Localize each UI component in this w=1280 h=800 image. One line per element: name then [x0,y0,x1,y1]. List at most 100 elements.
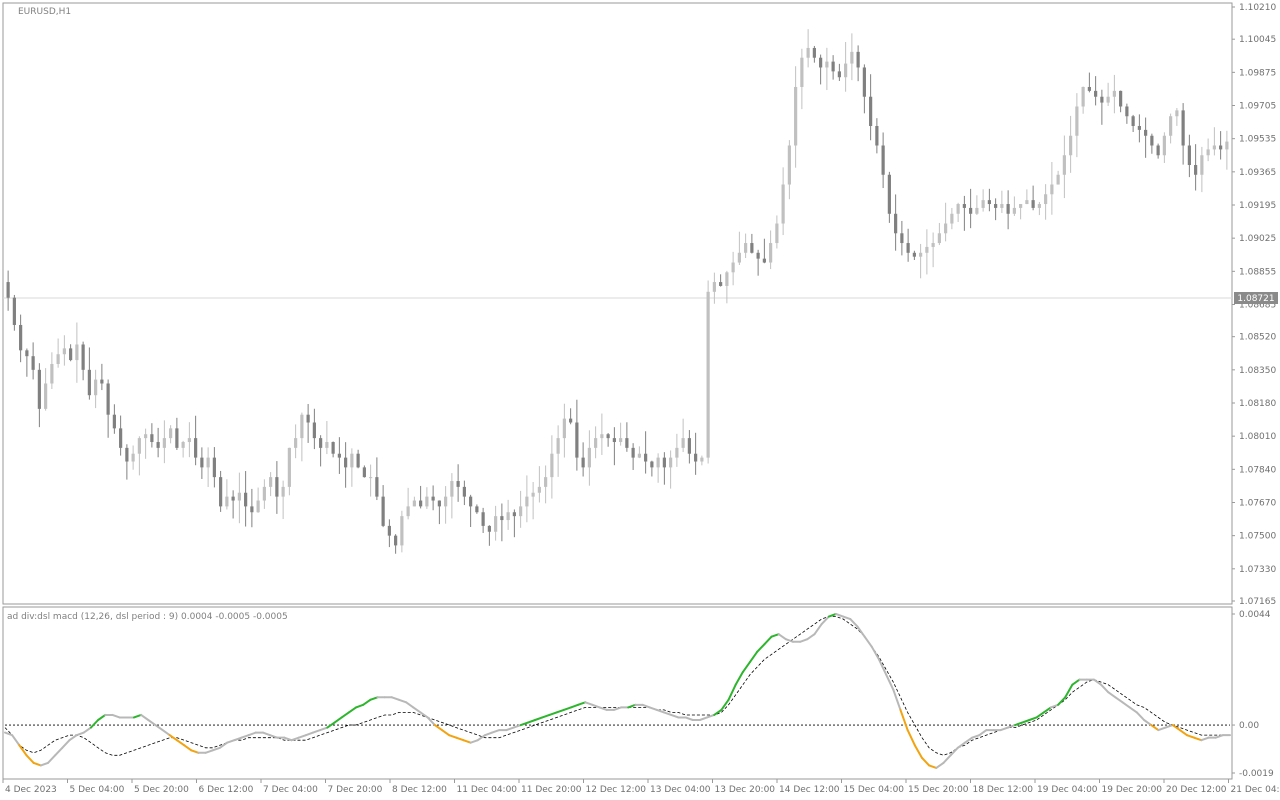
candle-body [1031,200,1035,208]
macd-lines [4,613,1231,769]
macd-segment [455,736,465,742]
candle-body [412,500,416,507]
macd-segment [999,726,1009,732]
time-tick-label: 13 Dec 20:00 [715,785,776,795]
macd-segment [54,746,64,757]
candle-body [462,486,466,497]
macd-segment [706,713,716,719]
macd-segment [892,688,902,711]
candle-body [787,145,791,185]
candle-body [769,243,773,263]
candle-body [331,442,335,454]
candle-body [119,428,123,448]
macd-segment [111,713,121,719]
macd-segment [978,729,988,737]
candle-body [294,438,298,448]
macd-segment [32,761,42,767]
candle-body [1181,110,1185,146]
macd-segment [806,633,816,641]
candle-body [37,369,41,409]
macd-segment [713,708,723,716]
candle-body [619,438,623,443]
macd-segment [820,615,830,626]
macd-segment [1049,703,1060,709]
candle-body [1156,145,1160,156]
candle-body [512,512,516,517]
candle-body [1187,145,1191,166]
candle-body [569,418,573,423]
macd-segment [462,739,472,744]
candle-body [681,438,685,448]
time-tick-label: 5 Dec 04:00 [70,785,125,795]
macd-segment [82,726,92,734]
price-tick-label: 1.08010 [1239,432,1276,442]
candle-body [319,438,323,448]
macd-tick-label: 0.00 [1239,721,1259,731]
macd-tick-label: -0.0019 [1239,769,1274,779]
macd-segment [519,721,529,727]
macd-segment [942,754,952,764]
candle-body [419,500,423,507]
macd-segment [226,739,236,744]
time-tick-label: 19 Dec 04:00 [1037,785,1098,795]
macd-segment [491,729,501,734]
macd-segment [233,736,243,742]
macd-segment [763,635,773,646]
candle-body [581,457,585,468]
current-price-badge [1234,292,1278,304]
macd-segment [1128,706,1138,714]
candle-body [725,272,729,286]
time-tick-label: 21 Dec 04:00 [1231,785,1280,795]
macd-segment [1186,734,1196,739]
macd-segment [11,734,21,747]
price-tick-label: 1.08520 [1239,333,1276,343]
candle-body [394,535,398,546]
candle-body [287,447,291,487]
macd-segment [25,754,35,764]
macd-segment [190,749,200,754]
candle-body [475,506,479,513]
candle-body [606,434,610,439]
candle-body [762,258,766,263]
time-tick-label: 8 Dec 12:00 [392,785,447,795]
candle-body [175,428,179,448]
candle-body [600,434,604,439]
candle-body [306,414,310,423]
candle-body [612,438,616,443]
macd-segment [741,660,752,674]
indicator-title: ad div:dsl macd (12,26, dsl period : 9) … [7,612,288,622]
candle-body [156,442,160,448]
macd-segment [168,734,178,742]
macd-segment [813,623,823,636]
candle-body [1050,184,1054,195]
candle-body [381,496,385,526]
macd-segment [204,749,214,754]
price-tick-label: 1.08180 [1239,399,1276,409]
candle-body [812,47,816,58]
candle-body [969,207,973,214]
candle-body [931,243,935,247]
macd-segment [1178,729,1189,737]
macd-segment [584,701,594,706]
candle-body [369,477,373,479]
macd-segment [140,713,150,721]
candle-body [237,492,241,501]
macd-segment [971,734,981,739]
time-tick-label: 7 Dec 20:00 [328,785,383,795]
candle-body [50,363,54,384]
macd-segment [39,761,49,767]
macd-segment [684,716,694,721]
candle-body [437,500,441,507]
candle-body [12,297,16,325]
macd-segment [405,701,415,709]
macd-segment [863,635,873,648]
candle-body [162,438,166,448]
macd-segment [935,761,945,769]
macd-segment [885,673,895,691]
candle-body [531,492,535,497]
price-tick-label: 1.08855 [1239,267,1276,277]
price-tick-label: 1.09365 [1239,168,1276,178]
price-tick-label: 1.08685 [1239,300,1276,310]
candle-body [1131,116,1135,126]
